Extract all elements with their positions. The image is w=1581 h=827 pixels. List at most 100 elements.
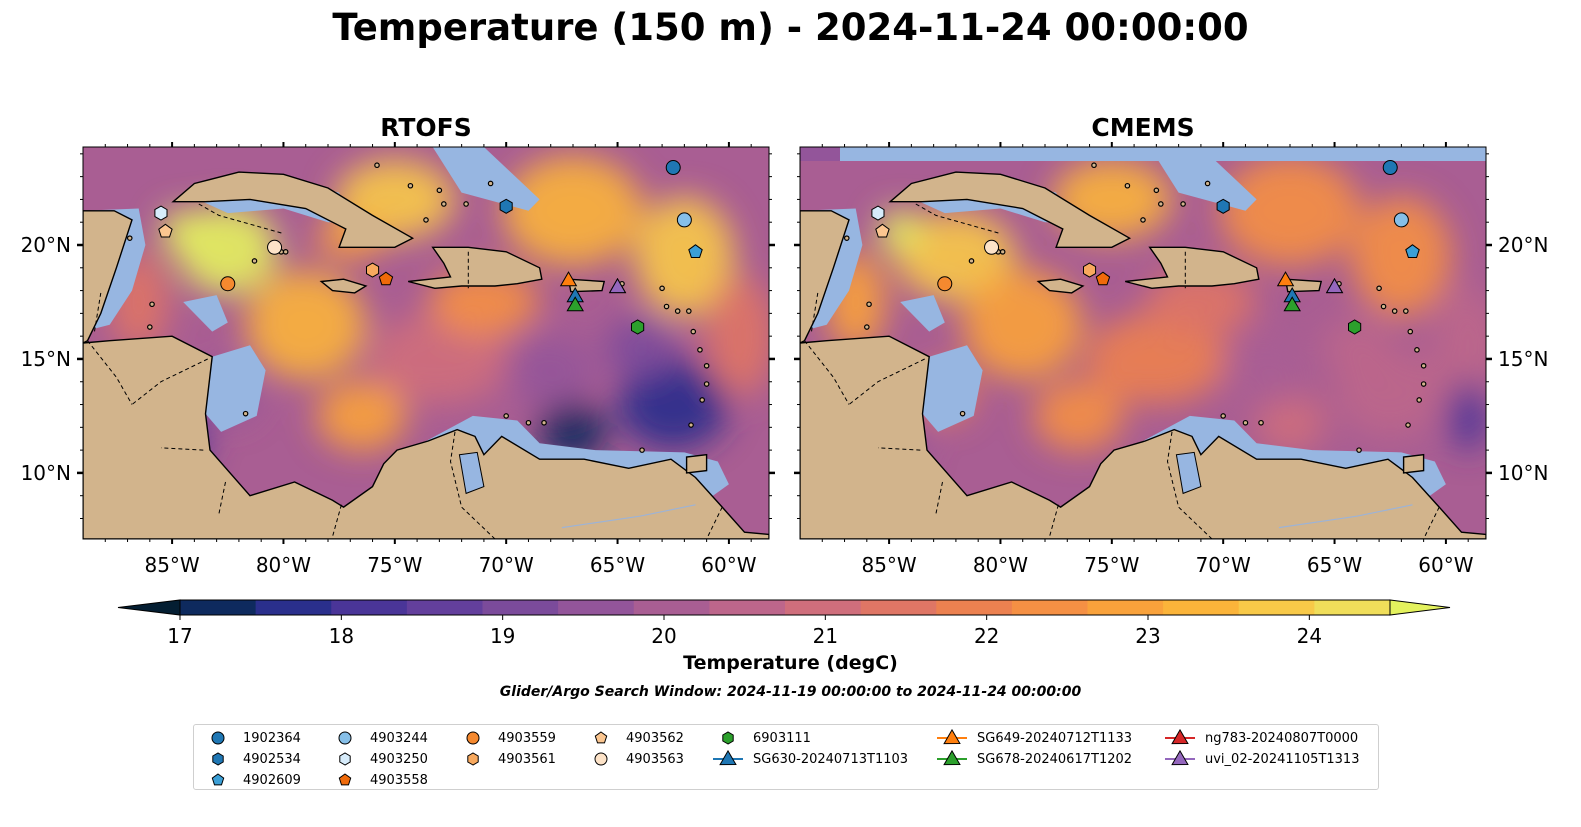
- obs-4903563: [984, 239, 1000, 255]
- island: [503, 413, 509, 419]
- island: [866, 301, 872, 308]
- island: [242, 410, 249, 417]
- legend-label: 4902534: [243, 751, 301, 767]
- legend-label: 4903563: [626, 751, 684, 767]
- colorbar-bin: [860, 600, 937, 615]
- legend-item: 4903559: [456, 729, 556, 747]
- temperature-patch: [503, 155, 643, 266]
- lat-tick-label: 15°N: [21, 347, 71, 371]
- legend-marker-hexagon-icon: [339, 752, 351, 766]
- island: [1091, 162, 1097, 169]
- legend-marker-hexagon-icon: [467, 752, 479, 766]
- colorbar-bin: [785, 600, 862, 615]
- temperature-patch: [1222, 335, 1313, 406]
- lat-tick-label: 20°N: [21, 233, 71, 257]
- obs-6903111: [1348, 319, 1362, 335]
- colorbar-tick-label: 21: [813, 624, 838, 648]
- island: [282, 249, 289, 255]
- legend-item: uvi_02-20241105T1313: [1163, 750, 1359, 768]
- lon-tick-label: 75°W: [1084, 553, 1139, 577]
- island: [959, 410, 966, 417]
- legend-label: 4903562: [626, 730, 684, 746]
- legend-marker-triangle-icon: [713, 750, 743, 766]
- island: [1407, 328, 1414, 335]
- island: [697, 347, 703, 353]
- legend-label: 4903244: [370, 730, 428, 746]
- panel-title-rtofs: RTOFS: [380, 113, 472, 142]
- island: [1414, 347, 1420, 353]
- legend-label: 4902609: [243, 772, 301, 788]
- legend-marker-circle-icon: [594, 752, 608, 766]
- island: [407, 182, 414, 189]
- temperature-patch: [505, 335, 596, 406]
- island: [487, 180, 494, 187]
- legend-marker: [943, 750, 961, 766]
- legend-item: 4903558: [328, 771, 428, 789]
- legend-marker: [1171, 729, 1189, 745]
- obs-4903561: [1083, 262, 1097, 278]
- island: [699, 397, 705, 403]
- colorbar-bin: [1087, 600, 1164, 615]
- obs-4902534: [1216, 198, 1230, 214]
- legend-item: SG630-20240713T1103: [711, 750, 908, 768]
- obs-1902364: [1382, 160, 1398, 176]
- legend-marker: [212, 752, 224, 766]
- figure-title: Temperature (150 m) - 2024-11-24 00:00:0…: [332, 6, 1249, 49]
- island: [703, 381, 710, 387]
- legend-item: 1902364: [201, 729, 301, 747]
- colorbar-bin: [482, 600, 559, 615]
- lat-tick-label: 10°N: [1498, 461, 1548, 485]
- island: [525, 419, 532, 426]
- colorbar-tick-label: 24: [1297, 624, 1322, 648]
- island: [864, 324, 870, 330]
- legend-marker: [339, 752, 351, 766]
- colorbar-bin: [180, 600, 257, 615]
- obs-1902364: [665, 160, 681, 176]
- lon-tick-label: 85°W: [861, 553, 916, 577]
- island: [663, 303, 670, 310]
- legend-item: 4902609: [201, 771, 301, 789]
- legend-label: 4903561: [498, 751, 556, 767]
- colorbar-tick-label: 19: [490, 624, 515, 648]
- island: [1124, 182, 1131, 189]
- island: [541, 419, 547, 426]
- map-panel-rtofs[interactable]: [83, 147, 769, 539]
- legend-item: 4903561: [456, 750, 556, 768]
- map-panel-cmems[interactable]: [800, 147, 1486, 539]
- legend-marker-pentagon-icon: [338, 773, 352, 786]
- legend-label: SG649-20240712T1133: [977, 730, 1133, 746]
- island: [1391, 308, 1398, 314]
- island: [1405, 422, 1411, 428]
- island: [251, 258, 258, 264]
- legend-marker: [594, 731, 608, 744]
- legend-marker-circle-icon: [338, 731, 352, 745]
- island: [1420, 381, 1427, 387]
- obs-4903561: [366, 262, 380, 278]
- obs-6903111: [631, 319, 645, 335]
- legend-marker: [338, 731, 352, 745]
- temperature-patch: [316, 380, 407, 451]
- island: [1180, 201, 1186, 207]
- lat-tick-label: 15°N: [1498, 347, 1548, 371]
- island: [1416, 397, 1422, 403]
- temperature-patch: [1220, 155, 1360, 266]
- lon-tick-label: 80°W: [973, 553, 1028, 577]
- island: [843, 235, 850, 241]
- colorbar: 17 18 19 20 21 22 23 24: [117, 599, 1451, 648]
- legend-marker-hexagon-icon: [212, 752, 224, 766]
- legend: 1902364 4902534 4902609 4903244 4903250 49035…: [193, 724, 1379, 790]
- island: [1220, 413, 1226, 419]
- island: [1242, 419, 1249, 426]
- colorbar-extend-high: [1389, 599, 1451, 616]
- island: [1258, 419, 1264, 426]
- island: [1153, 187, 1160, 194]
- island: [1140, 217, 1146, 223]
- colorbar-bin: [406, 600, 483, 615]
- legend-item: 4902534: [201, 750, 301, 768]
- legend-marker: [211, 773, 225, 786]
- legend-marker: [722, 731, 734, 745]
- lon-tick-label: 85°W: [144, 553, 199, 577]
- legend-marker: [719, 750, 737, 766]
- panel-title-cmems: CMEMS: [1091, 113, 1195, 142]
- legend-marker: [338, 773, 352, 786]
